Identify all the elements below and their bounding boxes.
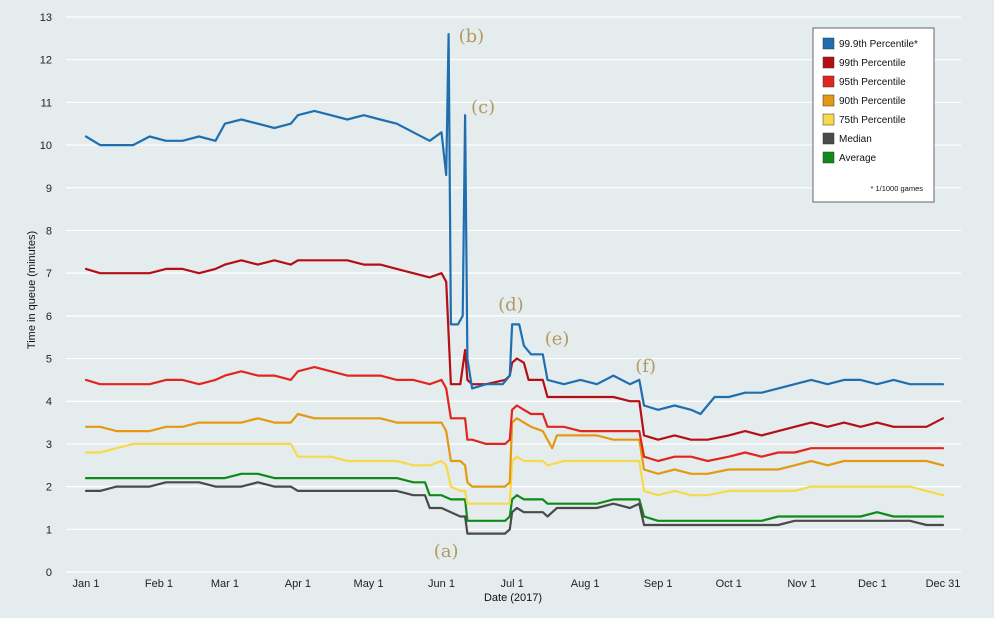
x-tick-label: Apr 1 bbox=[285, 578, 311, 590]
y-tick-label: 11 bbox=[41, 97, 52, 109]
annotation-label: (f) bbox=[635, 356, 656, 377]
legend-swatch bbox=[822, 113, 835, 126]
legend-label: 99.9th Percentile* bbox=[839, 39, 918, 50]
x-tick-label: Nov 1 bbox=[787, 578, 816, 590]
legend-note: * 1/1000 games bbox=[870, 184, 923, 193]
x-tick-label: Dec 31 bbox=[926, 578, 961, 590]
x-tick-label: May 1 bbox=[354, 578, 384, 590]
series-line-99th-percentile bbox=[84, 259, 945, 441]
y-tick-label: 7 bbox=[46, 268, 52, 280]
annotation-label: (b) bbox=[459, 26, 485, 47]
y-tick-label: 1 bbox=[46, 524, 52, 536]
y-tick-label: 6 bbox=[46, 311, 52, 323]
legend-swatch bbox=[822, 37, 835, 50]
x-tick-label: Jun 1 bbox=[428, 578, 455, 590]
legend-swatch bbox=[822, 94, 835, 107]
legend-label: Average bbox=[839, 153, 877, 164]
series-line-average bbox=[84, 472, 945, 522]
y-tick-label: 4 bbox=[46, 396, 52, 408]
annotations: (a) (b) (c) (d) (e) (f) bbox=[434, 26, 656, 562]
x-tick-label: Jan 1 bbox=[73, 578, 100, 590]
x-tick-label: Mar 1 bbox=[211, 578, 239, 590]
y-tick-label: 12 bbox=[40, 55, 52, 67]
series-line-median bbox=[84, 481, 945, 535]
annotation-label: (e) bbox=[545, 328, 570, 349]
legend-label: 75th Percentile bbox=[839, 115, 906, 126]
series-lines bbox=[84, 33, 945, 535]
annotation-label: (d) bbox=[498, 294, 524, 315]
grid-lines bbox=[66, 16, 961, 573]
y-tick-label: 9 bbox=[46, 183, 52, 195]
legend: 99.9th Percentile* 99th Percentile 95th Pe… bbox=[812, 27, 935, 203]
legend-swatch bbox=[822, 132, 835, 145]
legend-label: 95th Percentile bbox=[839, 77, 906, 88]
series-line-95th-percentile bbox=[84, 366, 945, 463]
x-tick-label: Oct 1 bbox=[716, 578, 742, 590]
x-axis-label: Date (2017) bbox=[484, 592, 542, 604]
y-tick-label: 10 bbox=[40, 140, 52, 152]
series-line-90th-percentile bbox=[84, 412, 945, 488]
series-line-75th-percentile bbox=[84, 442, 945, 505]
y-tick-label: 3 bbox=[46, 439, 52, 451]
x-tick-label: Dec 1 bbox=[858, 578, 887, 590]
y-tick-label: 2 bbox=[46, 482, 52, 494]
legend-label: 90th Percentile bbox=[839, 96, 906, 107]
legend-swatch bbox=[822, 151, 835, 164]
legend-label: 99th Percentile bbox=[839, 58, 906, 69]
y-tick-label: 5 bbox=[46, 354, 52, 366]
y-tick-label: 13 bbox=[40, 12, 52, 24]
y-tick-label: 8 bbox=[46, 225, 52, 237]
legend-items: 99.9th Percentile* 99th Percentile 95th Pe… bbox=[822, 37, 918, 164]
legend-label: Median bbox=[839, 134, 872, 145]
annotation-label: (c) bbox=[471, 97, 495, 118]
x-tick-label: Aug 1 bbox=[571, 578, 600, 590]
legend-swatch bbox=[822, 75, 835, 88]
x-tick-label: Sep 1 bbox=[644, 578, 673, 590]
y-tick-label: 0 bbox=[46, 567, 52, 579]
x-tick-label: Feb 1 bbox=[145, 578, 173, 590]
legend-swatch bbox=[822, 56, 835, 69]
x-axis-ticks: Jan 1 Feb 1 Mar 1 Apr 1 May 1 Jun 1 Jul 1 Aug 1… bbox=[73, 578, 961, 590]
series-line-99-9th-percentile bbox=[84, 33, 945, 416]
annotation-label: (a) bbox=[434, 541, 459, 562]
x-tick-label: Jul 1 bbox=[501, 578, 524, 590]
y-axis-label: Time in queue (minutes) bbox=[26, 231, 38, 349]
